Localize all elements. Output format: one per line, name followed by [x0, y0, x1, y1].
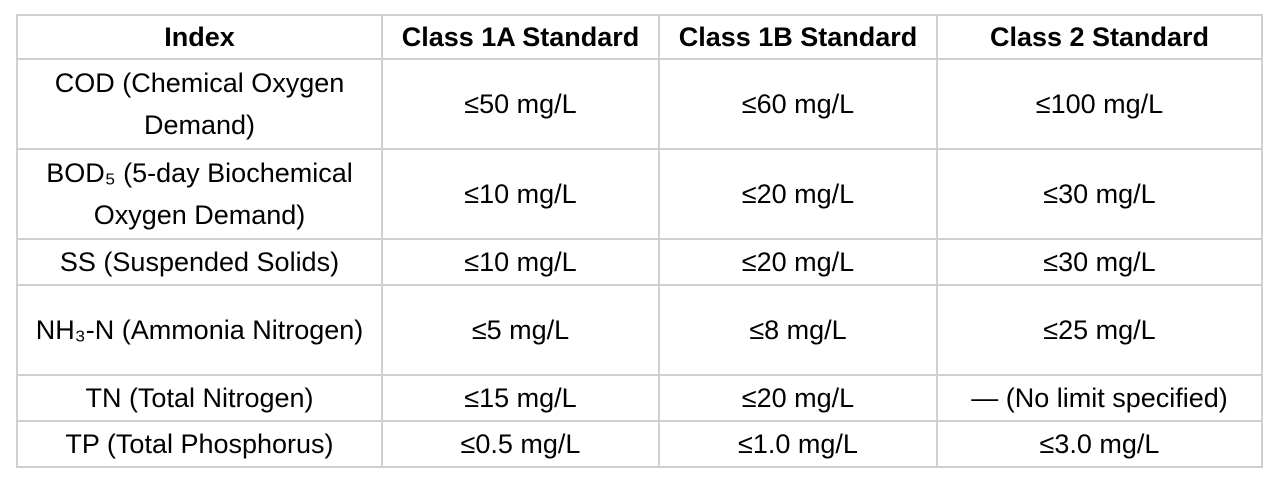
value-cell: — (No limit specified)	[936, 374, 1263, 422]
value-cell: ≤30 mg/L	[936, 238, 1263, 286]
table-row: COD (Chemical Oxygen Demand) ≤50 mg/L ≤60 …	[16, 58, 1263, 150]
header-cell: Index	[16, 14, 383, 60]
value-cell: ≤1.0 mg/L	[658, 420, 938, 468]
value-cell: ≤10 mg/L	[381, 148, 660, 240]
value-cell: ≤3.0 mg/L	[936, 420, 1263, 468]
table-container: Index Class 1A Standard Class 1B Standard C…	[16, 14, 1263, 468]
table-row: TP (Total Phosphorus) ≤0.5 mg/L ≤1.0 mg/L ≤…	[16, 420, 1263, 468]
header-cell: Class 2 Standard	[936, 14, 1263, 60]
table-row: TN (Total Nitrogen) ≤15 mg/L ≤20 mg/L — (No…	[16, 374, 1263, 422]
index-cell: NH₃-N (Ammonia Nitrogen)	[16, 284, 383, 376]
index-cell: BOD₅ (5-day Biochemical Oxygen Demand)	[16, 148, 383, 240]
value-cell: ≤20 mg/L	[658, 148, 938, 240]
value-cell: ≤20 mg/L	[658, 238, 938, 286]
value-cell: ≤30 mg/L	[936, 148, 1263, 240]
table-row: BOD₅ (5-day Biochemical Oxygen Demand) ≤1…	[16, 148, 1263, 240]
header-cell: Class 1B Standard	[658, 14, 938, 60]
table-row: NH₃-N (Ammonia Nitrogen) ≤5 mg/L ≤8 mg/L ≤2…	[16, 284, 1263, 376]
header-row: Index Class 1A Standard Class 1B Standard C…	[16, 14, 1263, 60]
value-cell: ≤25 mg/L	[936, 284, 1263, 376]
index-cell: TN (Total Nitrogen)	[16, 374, 383, 422]
value-cell: ≤0.5 mg/L	[381, 420, 660, 468]
value-cell: ≤100 mg/L	[936, 58, 1263, 150]
header-cell: Class 1A Standard	[381, 14, 660, 60]
index-cell: TP (Total Phosphorus)	[16, 420, 383, 468]
value-cell: ≤60 mg/L	[658, 58, 938, 150]
value-cell: ≤15 mg/L	[381, 374, 660, 422]
value-cell: ≤8 mg/L	[658, 284, 938, 376]
value-cell: ≤20 mg/L	[658, 374, 938, 422]
index-cell: SS (Suspended Solids)	[16, 238, 383, 286]
value-cell: ≤5 mg/L	[381, 284, 660, 376]
value-cell: ≤10 mg/L	[381, 238, 660, 286]
value-cell: ≤50 mg/L	[381, 58, 660, 150]
standards-table: Index Class 1A Standard Class 1B Standard C…	[16, 14, 1263, 468]
table-row: SS (Suspended Solids) ≤10 mg/L ≤20 mg/L ≤30…	[16, 238, 1263, 286]
index-cell: COD (Chemical Oxygen Demand)	[16, 58, 383, 150]
